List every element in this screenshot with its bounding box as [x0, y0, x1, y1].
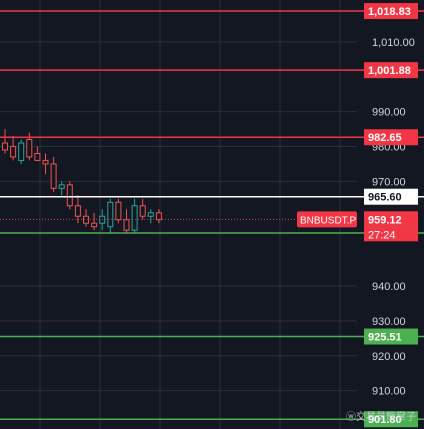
y-tick-label: 910.00: [372, 386, 406, 398]
candle-body: [83, 215, 89, 224]
price-level-label: 1,001.88: [368, 65, 411, 77]
y-tick-label: 930.00: [372, 316, 406, 328]
symbol-tag-box: [297, 211, 357, 228]
candle-body: [50, 163, 57, 189]
y-tick-label: 990.00: [372, 107, 406, 119]
candle-body: [155, 212, 162, 221]
y-tick-label: 970.00: [372, 176, 406, 188]
countdown-label: 27:24: [368, 229, 396, 241]
candle-body: [10, 145, 17, 158]
y-tick-label: 920.00: [372, 351, 406, 363]
candle-body: [115, 201, 122, 221]
price-level-label-box: [364, 62, 418, 79]
candle-body: [131, 205, 138, 231]
last-price-label-box: [364, 211, 418, 228]
candle-body: [66, 184, 73, 207]
price-level-label-box: [364, 411, 418, 428]
candle-body: [107, 201, 114, 228]
candle-body: [123, 219, 130, 231]
candle-body: [26, 139, 33, 158]
symbol-tag: BNBUSDT.P: [300, 215, 356, 226]
price-level-label: 965.60: [368, 192, 402, 204]
price-level-label: 925.51: [368, 332, 402, 344]
candle-body: [2, 142, 8, 151]
price-level-label-box: [364, 188, 418, 205]
price-level-label: 982.65: [368, 132, 402, 144]
last-price-label: 959.12: [368, 214, 402, 226]
price-level-label-box: [364, 328, 418, 345]
candle-body: [74, 205, 81, 217]
price-level-label: 901.80: [368, 414, 402, 426]
y-tick-label: 1,010.00: [372, 37, 415, 49]
price-level-label-box: [364, 3, 418, 20]
price-level-label-box: [364, 129, 418, 146]
candle-body: [18, 142, 25, 161]
candle-body: [147, 212, 154, 217]
price-level-label: 1,018.83: [368, 6, 411, 18]
countdown-box: [364, 227, 418, 242]
y-tick-label: 940.00: [372, 281, 406, 293]
candle-body: [91, 222, 98, 228]
candle-body: [58, 184, 65, 189]
candle-body: [34, 152, 41, 161]
candle-body: [42, 159, 49, 165]
candle-body: [139, 205, 146, 217]
watermark: ⓦ交易员熊掌子: [346, 412, 416, 423]
